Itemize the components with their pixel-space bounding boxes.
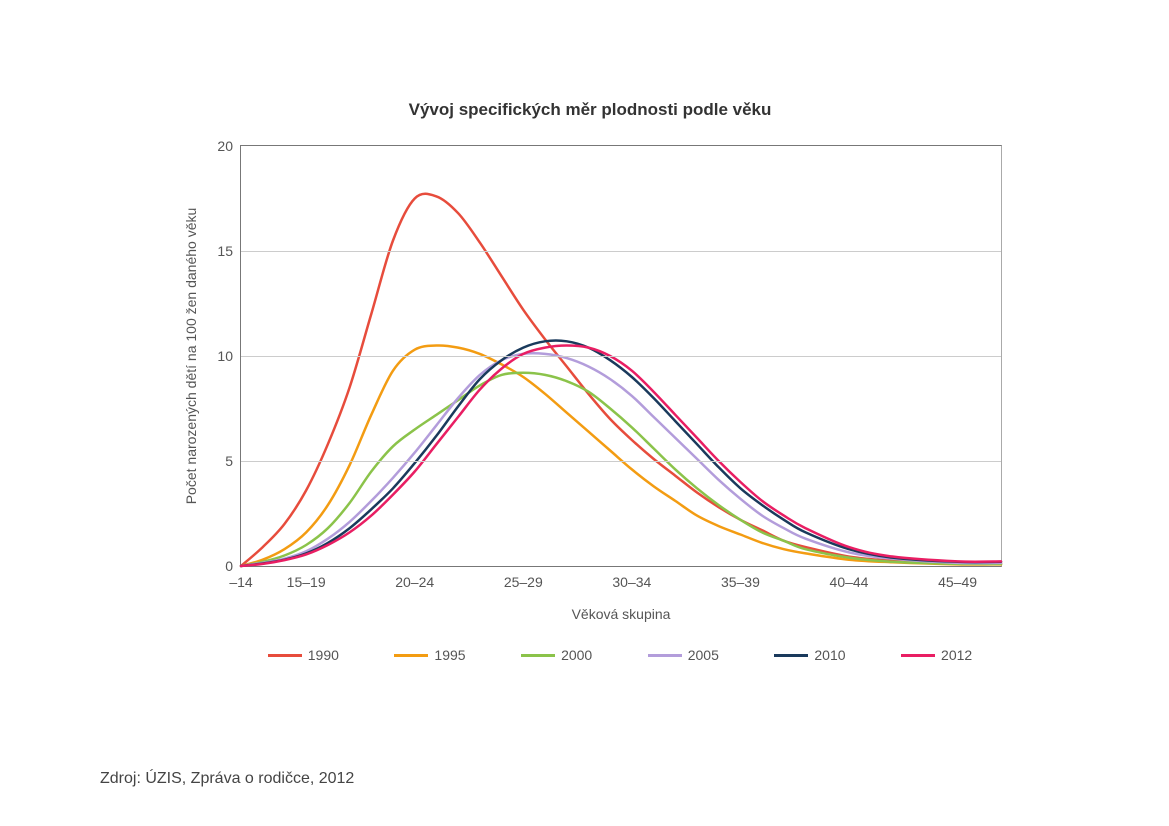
y-tick-label: 0 bbox=[225, 558, 233, 574]
x-tick-label: 25–29 bbox=[504, 574, 543, 590]
x-tick-label: 35–39 bbox=[721, 574, 760, 590]
legend: 1990 1995 2000 2005 2010 2012 bbox=[240, 647, 1000, 663]
legend-label: 2012 bbox=[941, 647, 972, 663]
legend-label: 1995 bbox=[434, 647, 465, 663]
chart-title: Vývoj specifických měr plodnosti podle v… bbox=[180, 100, 1000, 120]
legend-label: 1990 bbox=[308, 647, 339, 663]
legend-swatch bbox=[901, 654, 935, 657]
legend-item-2000: 2000 bbox=[521, 647, 592, 663]
legend-item-2005: 2005 bbox=[648, 647, 719, 663]
y-tick-label: 20 bbox=[217, 138, 233, 154]
x-tick-label: –14 bbox=[229, 574, 252, 590]
series-line-1995 bbox=[241, 345, 1001, 566]
series-line-2000 bbox=[241, 373, 1001, 566]
legend-label: 2000 bbox=[561, 647, 592, 663]
y-tick-label: 5 bbox=[225, 453, 233, 469]
x-tick-label: 40–44 bbox=[830, 574, 869, 590]
legend-swatch bbox=[521, 654, 555, 657]
gridline bbox=[241, 356, 1001, 357]
x-tick-label: 45–49 bbox=[938, 574, 977, 590]
legend-item-2012: 2012 bbox=[901, 647, 972, 663]
legend-label: 2010 bbox=[814, 647, 845, 663]
legend-swatch bbox=[774, 654, 808, 657]
legend-item-2010: 2010 bbox=[774, 647, 845, 663]
legend-label: 2005 bbox=[688, 647, 719, 663]
legend-swatch bbox=[268, 654, 302, 657]
y-axis-label: Počet narozených dětí na 100 žen daného … bbox=[183, 208, 199, 505]
fertility-chart: Vývoj specifických měr plodnosti podle v… bbox=[180, 100, 1000, 663]
legend-item-1990: 1990 bbox=[268, 647, 339, 663]
legend-item-1995: 1995 bbox=[394, 647, 465, 663]
x-tick-label: 30–34 bbox=[612, 574, 651, 590]
x-tick-label: 15–19 bbox=[287, 574, 326, 590]
plot-area: Počet narozených dětí na 100 žen daného … bbox=[240, 145, 1002, 567]
gridline bbox=[241, 461, 1001, 462]
x-tick-label: 20–24 bbox=[395, 574, 434, 590]
source-citation: Zdroj: ÚZIS, Zpráva o rodičce, 2012 bbox=[100, 770, 354, 788]
gridline bbox=[241, 251, 1001, 252]
legend-swatch bbox=[648, 654, 682, 657]
series-line-1990 bbox=[241, 194, 1001, 566]
y-tick-label: 15 bbox=[217, 243, 233, 259]
y-tick-label: 10 bbox=[217, 348, 233, 364]
x-axis-label: Věková skupina bbox=[572, 606, 671, 622]
legend-swatch bbox=[394, 654, 428, 657]
